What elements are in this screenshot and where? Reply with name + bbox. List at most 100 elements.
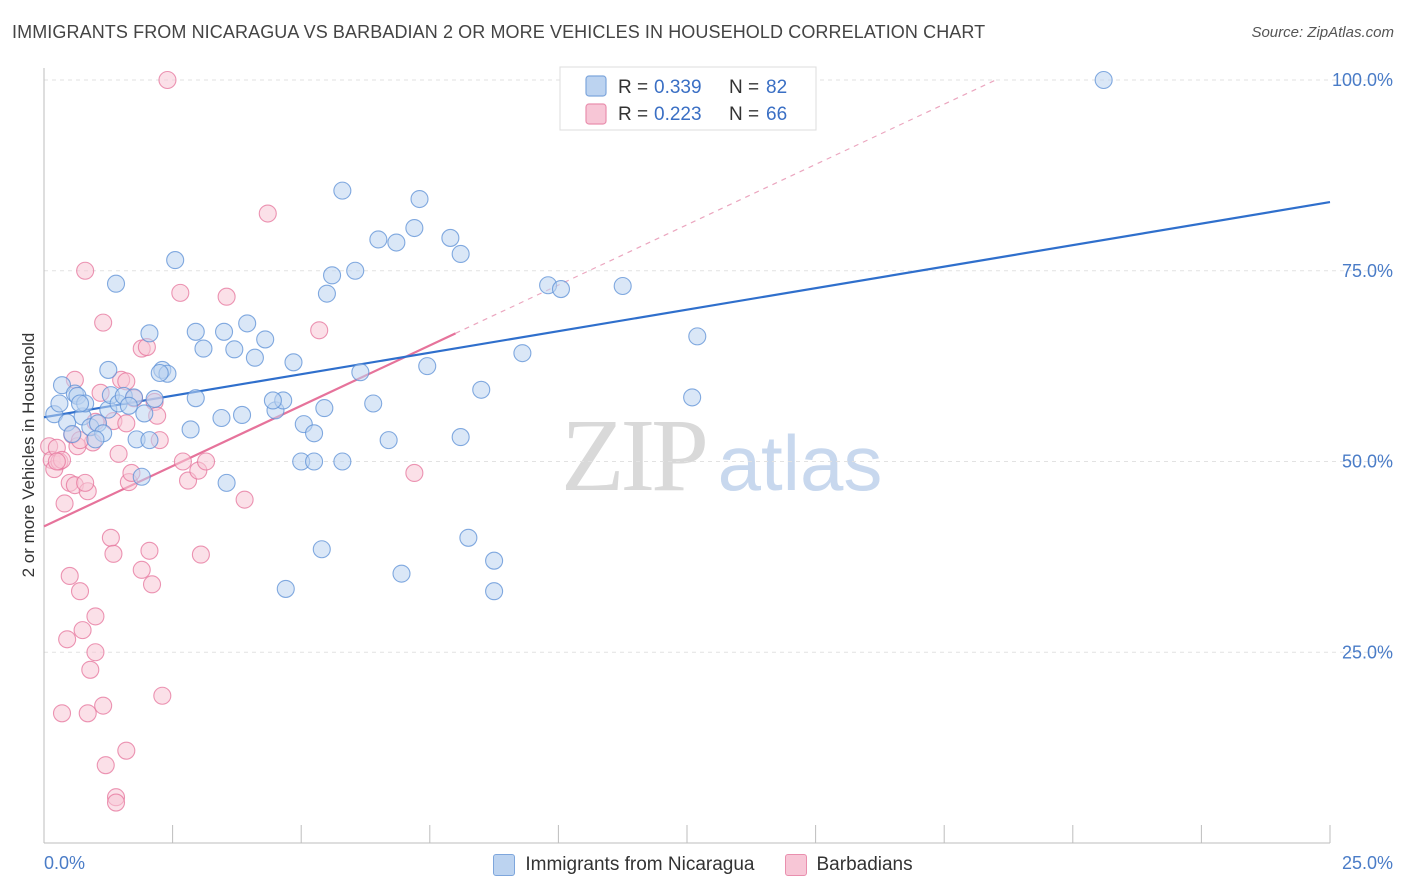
data-point-nicaragua [150,363,169,383]
data-point-barbadians [94,313,113,332]
data-point-nicaragua [305,452,324,471]
y-tick-label: 100.0% [1332,70,1393,90]
data-point-nicaragua [70,394,90,413]
data-point-nicaragua [181,420,200,439]
data-point-barbadians [58,630,77,649]
data-point-nicaragua [472,380,491,399]
correlation-legend: R = 0.339 N = 82 R = 0.223 N = 66 [559,66,817,131]
data-point-nicaragua [351,363,370,382]
data-point-nicaragua [317,284,336,303]
data-point-nicaragua [315,399,334,418]
data-point-nicaragua [50,394,69,413]
trend-lines [43,79,1331,528]
legend-item-nicaragua[interactable]: Immigrants from Nicaragua [493,854,755,876]
data-point-nicaragua [346,261,365,280]
data-point-nicaragua [333,452,352,471]
watermark-atlas: atlas [718,419,883,507]
legend-swatch-nicaragua [585,75,607,97]
data-point-barbadians [76,261,95,280]
legend-swatch-pink [784,854,807,876]
x-tick-label: 25.0% [1342,853,1393,873]
trend-line-barbadians [43,332,456,528]
data-point-barbadians [60,566,79,586]
data-point-nicaragua [369,230,388,249]
data-point-barbadians [73,621,92,640]
data-point-nicaragua [323,266,342,285]
watermark-zip: ZIP [561,398,705,513]
data-point-barbadians [104,544,123,563]
data-point-nicaragua [387,233,406,252]
legend-n-value-1: 82 [766,77,787,98]
data-point-barbadians [191,545,210,564]
data-point-nicaragua [485,582,504,601]
data-point-nicaragua [86,430,105,449]
data-point-barbadians [196,452,216,471]
legend-swatch-barbadians [585,103,607,125]
data-point-barbadians [52,704,72,723]
data-point-barbadians [106,793,126,812]
data-point-nicaragua [63,424,82,444]
data-point-nicaragua [364,394,383,413]
y-tick-label: 75.0% [1342,261,1393,281]
data-point-barbadians [70,582,90,601]
data-point-nicaragua [513,344,532,363]
data-point-barbadians [55,494,74,513]
data-point-nicaragua [410,189,429,209]
data-point-nicaragua [688,327,707,346]
data-point-barbadians [117,414,136,433]
data-point-nicaragua [217,473,236,492]
data-point-nicaragua [418,357,437,376]
data-point-nicaragua [106,274,126,293]
data-point-nicaragua [166,251,185,270]
y-axis-label: 2 or more Vehicles in Household [19,333,38,578]
series-legend: Immigrants from Nicaragua Barbadians [0,852,1406,878]
data-point-nicaragua [212,408,231,428]
data-point-nicaragua [485,551,504,570]
data-point-nicaragua [284,353,303,372]
legend-r-value-1: 0.339 [654,77,702,98]
tick-labels: 25.0% 50.0% 75.0% 100.0% 0.0% 25.0% [44,70,1393,873]
data-point-barbadians [86,643,105,662]
data-point-nicaragua [263,391,282,410]
legend-n-value-2: 66 [766,104,787,125]
legend-n-label-1: N = [729,77,759,98]
legend-r-value-2: 0.223 [654,104,702,125]
data-point-barbadians [217,287,236,306]
data-point-nicaragua [683,388,702,407]
y-tick-label: 50.0% [1342,452,1393,472]
data-point-barbadians [171,283,190,302]
data-point-nicaragua [186,389,205,408]
data-point-nicaragua [186,322,205,341]
data-point-barbadians [140,541,159,560]
data-point-nicaragua [132,467,151,486]
data-point-nicaragua [392,564,411,583]
data-point-barbadians [153,686,172,705]
data-point-nicaragua [140,324,159,343]
data-point-barbadians [310,321,329,340]
data-point-nicaragua [441,228,460,247]
data-point-nicaragua [405,218,424,238]
data-point-barbadians [142,575,162,594]
data-point-nicaragua [551,280,571,299]
data-point-nicaragua [52,376,72,395]
legend-item-barbadians[interactable]: Barbadians [784,854,913,876]
data-point-nicaragua [613,276,632,296]
data-point-barbadians [78,704,97,723]
data-point-barbadians [158,70,177,90]
data-point-barbadians [117,741,136,760]
data-point-barbadians [258,204,277,223]
data-point-nicaragua [305,424,324,443]
legend-r-label-1: R = [618,77,648,98]
data-point-nicaragua [238,314,257,333]
y-tick-label: 25.0% [1342,642,1393,662]
data-point-barbadians [47,452,66,471]
data-point-nicaragua [276,579,295,598]
data-point-barbadians [76,473,95,492]
data-point-nicaragua [135,404,154,423]
data-point-nicaragua [194,339,213,358]
data-point-nicaragua [119,396,138,415]
watermark: ZIP atlas [561,398,882,513]
x-tick-label: 0.0% [44,853,85,873]
data-point-nicaragua [451,428,470,447]
